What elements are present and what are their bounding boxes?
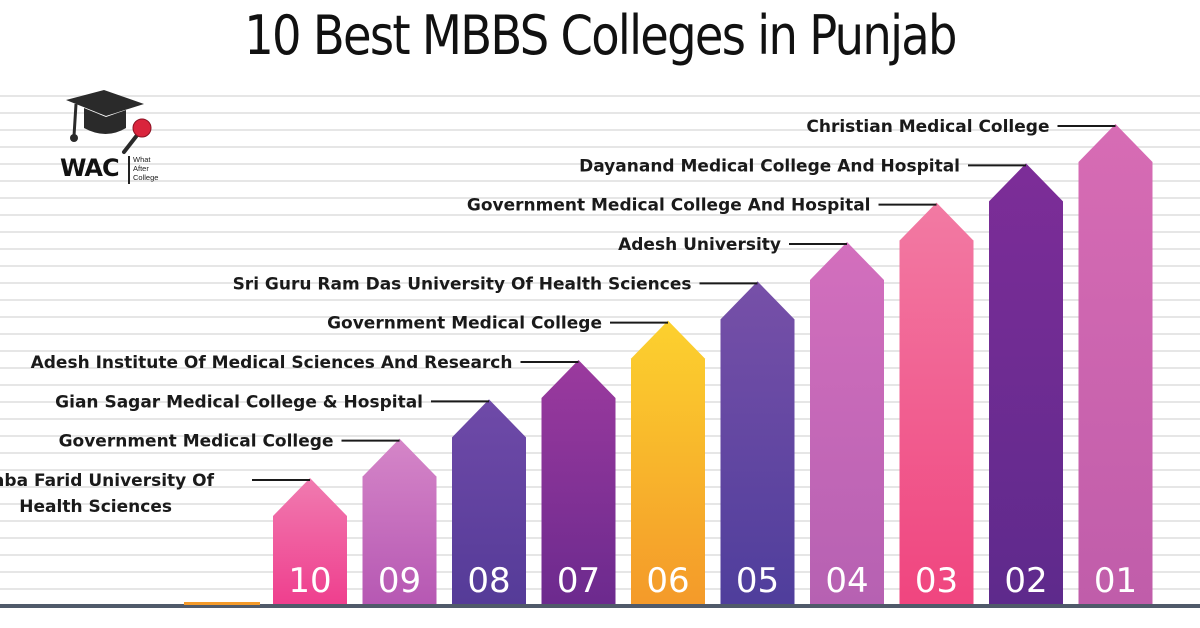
bar-09 [362,438,437,604]
bar-label: Adesh Institute Of Medical Sciences And … [31,353,513,373]
bar-label: Adesh University [618,235,781,255]
logo-sub-line: College [133,173,159,182]
logo-wac-text: WAC [60,154,120,182]
bar-label: Government Medical College [327,314,602,334]
bar-01 [1078,124,1153,604]
bar-rank-number: 02 [1004,561,1047,601]
bar-05 [720,281,795,604]
bar-label: Government Medical College And Hospital [467,196,871,216]
bar-rank-number: 03 [915,561,958,601]
bar-02 [989,163,1063,605]
bar-10 [273,478,347,604]
bar-label: Baba Farid University Of [0,471,215,491]
bar-rank-number: 06 [646,561,689,601]
bar-rank-number: 07 [557,561,600,601]
bar-label: Gian Sagar Medical College & Hospital [55,392,423,412]
bar-rank-number: 01 [1094,561,1137,601]
bar-rank-number: 08 [467,561,510,601]
bar-label: Dayanand Medical College And Hospital [579,156,960,176]
bar-04 [810,242,884,604]
bar-label: Health Sciences [19,497,172,517]
logo-sub-line: After [133,164,149,173]
wac-logo: WAC What After College [56,88,166,188]
logo-subtitle: What After College [133,155,173,182]
logo-sub-line: What [133,155,151,164]
bar-06 [631,320,705,604]
page-title: 10 Best MBBS Colleges in Punjab [244,4,957,67]
bar-rank-number: 10 [288,561,331,601]
bar-rank-number: 09 [378,561,421,601]
bar-08 [452,399,526,604]
graduation-cap-icon [66,90,152,154]
bar-rank-number: 04 [825,561,868,601]
bar-label: Government Medical College [59,432,334,452]
bar-label: Christian Medical College [806,117,1049,137]
bar-03 [899,202,974,604]
bar-07 [541,360,616,604]
bar-rank-number: 05 [736,561,779,601]
bar-label: Sri Guru Ram Das University Of Health Sc… [233,274,692,294]
logo-divider [128,156,130,184]
baseline-accent [184,602,260,605]
baseline [0,604,1200,608]
